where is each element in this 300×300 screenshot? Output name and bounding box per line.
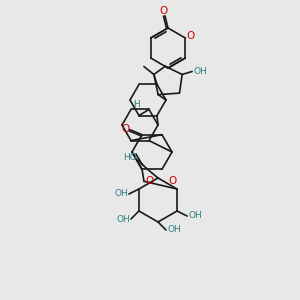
Text: OH: OH bbox=[114, 190, 128, 199]
Text: OH: OH bbox=[116, 214, 130, 224]
Text: O: O bbox=[186, 31, 194, 41]
Text: H: H bbox=[134, 100, 140, 109]
Text: OH: OH bbox=[193, 67, 207, 76]
Text: O: O bbox=[168, 176, 177, 187]
Text: O: O bbox=[121, 124, 129, 134]
Text: OH: OH bbox=[188, 212, 202, 220]
Text: HO: HO bbox=[123, 154, 137, 163]
Text: O: O bbox=[146, 176, 154, 186]
Text: OH: OH bbox=[167, 226, 181, 235]
Text: O: O bbox=[159, 6, 167, 16]
